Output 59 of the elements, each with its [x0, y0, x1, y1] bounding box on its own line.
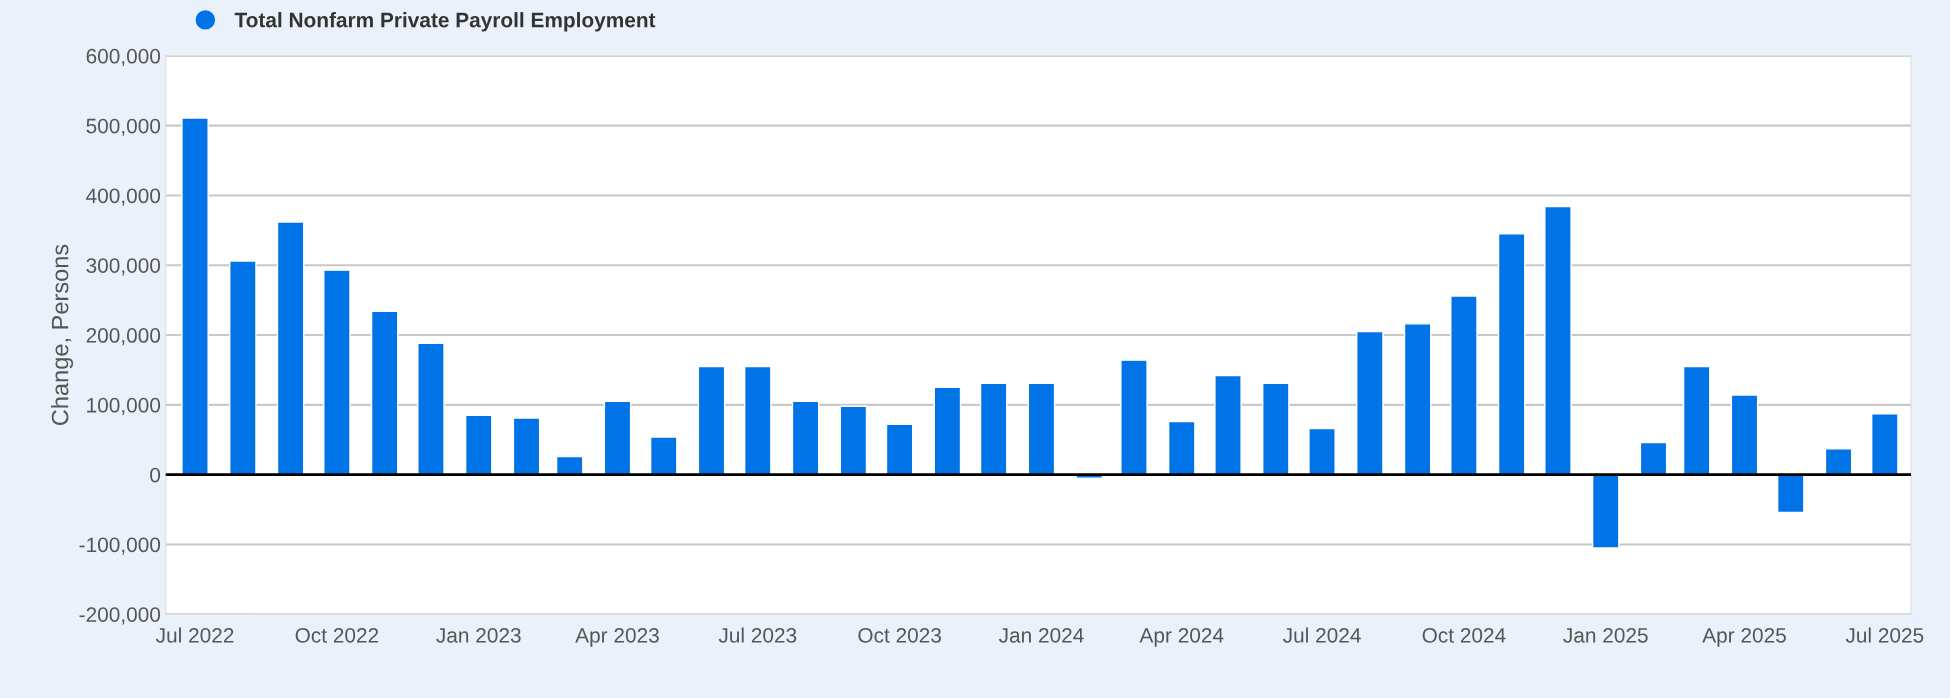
bar [417, 342, 445, 476]
bar [791, 400, 820, 476]
bar [464, 414, 493, 476]
bar [1870, 413, 1899, 476]
bar [885, 423, 914, 476]
x-tick-label: Oct 2022 [295, 627, 379, 643]
y-tick-label: 100,000 [87, 397, 161, 416]
y-tick-label: 600,000 [86, 48, 161, 67]
bar [512, 417, 541, 476]
bar [323, 269, 351, 476]
x-tick-label: Jan 2023 [436, 627, 521, 643]
x-tick-label: Apr 2024 [1139, 627, 1224, 647]
bar [1308, 427, 1336, 476]
bar [1356, 330, 1384, 476]
bar [1591, 473, 1620, 549]
x-tick-label: Apr 2023 [575, 627, 659, 647]
bar [1544, 205, 1572, 476]
x-tick-label: Jan 2024 [998, 627, 1084, 643]
bar [1776, 473, 1805, 514]
x-tick-label: Apr 2025 [1702, 627, 1786, 647]
x-tick-label: Jul 2025 [1845, 627, 1924, 643]
y-tick-label: 500,000 [86, 118, 161, 136]
bar [1497, 233, 1526, 476]
y-tick-label: 200,000 [86, 328, 161, 346]
x-tick-label: Jan 2025 [1563, 627, 1648, 643]
y-axis-title: Change, Persons [51, 244, 74, 426]
bar [979, 382, 1008, 476]
y-tick-label: 400,000 [86, 188, 161, 206]
bar [1730, 394, 1759, 476]
x-tick-label: Jul 2024 [1283, 627, 1361, 643]
bar [743, 365, 772, 476]
bar [1682, 365, 1711, 476]
bar [1450, 295, 1478, 476]
bar [1824, 448, 1853, 476]
bar [649, 436, 678, 476]
bar [1403, 323, 1432, 476]
bar [1167, 420, 1196, 476]
bar [933, 386, 962, 476]
y-tick-label: -100,000 [79, 537, 161, 555]
bar [603, 400, 632, 476]
bar [370, 310, 399, 476]
bar [839, 405, 868, 476]
bar [1120, 359, 1148, 476]
bar [697, 365, 726, 476]
bar [1262, 382, 1290, 476]
x-tick-label: Jul 2022 [155, 627, 234, 643]
bar [276, 221, 305, 476]
x-tick-label: Jul 2023 [718, 627, 797, 643]
x-tick-label: Oct 2023 [858, 627, 941, 643]
bar [229, 260, 257, 476]
bar [181, 117, 209, 476]
bar [1214, 374, 1242, 476]
legend-label: Total Nonfarm Private Payroll Employment [234, 12, 656, 32]
x-tick-label: Oct 2024 [1422, 627, 1506, 643]
y-tick-label: -200,000 [79, 607, 161, 625]
bar [1639, 441, 1668, 476]
bar [1027, 382, 1056, 476]
y-tick-label: 300,000 [86, 258, 161, 276]
y-tick-label: 0 [150, 467, 161, 483]
